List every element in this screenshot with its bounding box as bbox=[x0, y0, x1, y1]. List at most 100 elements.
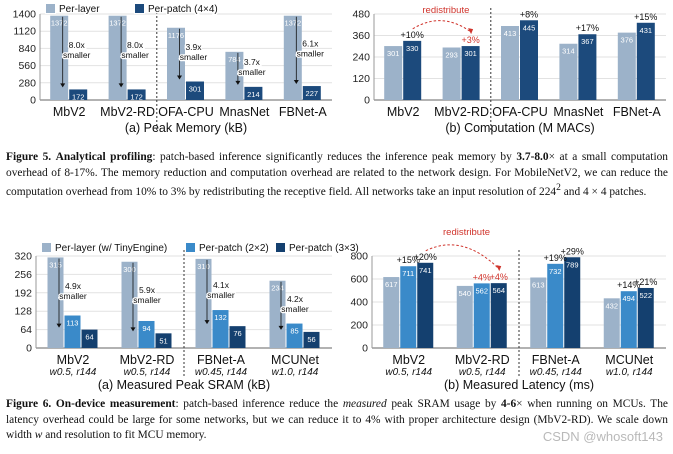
bar-fig6b-s2-c2 bbox=[564, 257, 581, 348]
bar-value-label: 522 bbox=[639, 291, 652, 300]
x-sub-label: w1.0, r144 bbox=[272, 367, 319, 378]
bar-fig5a-s1-c1 bbox=[127, 89, 146, 100]
bar-value-label: 214 bbox=[247, 90, 260, 99]
bar-fig5b-s1-c0 bbox=[403, 40, 422, 100]
y-tick-label: 128 bbox=[14, 306, 32, 318]
x-category-label: OFA-CPU bbox=[492, 105, 548, 119]
chart-title: (a) Measured Peak SRAM (kB) bbox=[98, 378, 270, 392]
reduction-note: 8.0x bbox=[69, 40, 86, 50]
fig5a-svg: 0 280 560 840 1120 1400 1372 1372 1176 784 1372 172… bbox=[13, 3, 332, 135]
reduction-note: 4.2x bbox=[287, 294, 304, 304]
y-tick-label: 320 bbox=[14, 251, 32, 263]
fig5-label: Figure 5. bbox=[6, 151, 52, 163]
bar-value-label: 711 bbox=[402, 269, 414, 278]
bar-fig5b-s0-c3 bbox=[559, 43, 578, 100]
bar-fig6b-s2-c1 bbox=[490, 283, 507, 348]
bar-value-label: 732 bbox=[549, 267, 562, 276]
bar-value-label: 227 bbox=[306, 89, 319, 98]
bar-fig6a-s2-c2 bbox=[229, 326, 246, 348]
bar-fig5a-s0-c0 bbox=[50, 15, 69, 100]
reduction-arrowhead bbox=[278, 325, 284, 330]
bar-value-label: 617 bbox=[385, 280, 398, 289]
x-sub-label: w1.0, r144 bbox=[606, 367, 653, 378]
reduction-note: 6.1x bbox=[302, 38, 319, 48]
overhead-note: +20% bbox=[414, 252, 437, 262]
x-category-label: MnasNet bbox=[553, 105, 604, 119]
overhead-note: +17% bbox=[576, 23, 599, 33]
bar-fig5a-s0-c3 bbox=[225, 51, 244, 100]
x-category-label: FBNet-A bbox=[532, 353, 581, 367]
legend-label: Per-patch (3×3) bbox=[289, 243, 359, 254]
fig5b-svg: 0 120 240 360 480 301 293 413 314 376 330 301 445 367… bbox=[352, 5, 666, 135]
fig6-heading: On-device measurement bbox=[55, 398, 176, 410]
bar-value-label: 784 bbox=[228, 55, 241, 64]
bar-fig6b-s1-c2 bbox=[547, 263, 564, 348]
reduction-note: 3.9x bbox=[185, 42, 202, 52]
figure5-caption: Figure 5. Analytical profiling: patch-ba… bbox=[6, 150, 668, 200]
fig5-range: 3.7-8.0 bbox=[516, 151, 549, 163]
bar-fig6b-s1-c1 bbox=[473, 283, 490, 348]
bar-fig5b-s1-c4 bbox=[636, 22, 655, 100]
bar-value-label: 789 bbox=[566, 260, 579, 269]
bar-value-label: 367 bbox=[581, 37, 594, 46]
x-sub-label: w0.5, r144 bbox=[124, 367, 171, 378]
x-category-label: MbV2-RD bbox=[120, 353, 175, 367]
fig5-text-2: × at a small computation overhead of 8-1… bbox=[6, 151, 668, 198]
fig6-text-4: and resolution to fit MCU memory. bbox=[42, 429, 207, 441]
y-tick-label: 280 bbox=[18, 77, 36, 89]
x-sub-label: w0.45, r144 bbox=[195, 367, 248, 378]
x-category-label: FBNet-A bbox=[613, 105, 662, 119]
fig6-text-2: peak SRAM usage by bbox=[386, 398, 501, 410]
overhead-note: +29% bbox=[561, 246, 584, 256]
fig6-label: Figure 6. bbox=[6, 398, 52, 410]
x-sub-label: w0.5, r144 bbox=[459, 367, 506, 378]
reduction-note: smaller bbox=[238, 67, 266, 77]
fig6-range: 4-6 bbox=[500, 398, 517, 410]
bar-fig6a-s2-c0 bbox=[81, 329, 98, 348]
bar-value-label: 301 bbox=[387, 49, 400, 58]
fig6a-chart: 0 64 128 192 256 320 315 300 310 234 113 94 132 85 64 5… bbox=[6, 236, 360, 393]
bar-value-label: 562 bbox=[475, 286, 488, 295]
chart-title: (b) Computation (M MACs) bbox=[445, 121, 594, 135]
reduction-arrowhead bbox=[235, 80, 241, 85]
bar-fig6b-s2-c0 bbox=[417, 262, 434, 348]
y-tick-label: 600 bbox=[350, 274, 368, 286]
x-category-label: MbV2-RD bbox=[455, 353, 510, 367]
overhead-note: +8% bbox=[520, 9, 538, 19]
legend-swatch bbox=[276, 243, 285, 252]
reduction-arrowhead bbox=[118, 83, 124, 88]
bar-fig5b-s1-c2 bbox=[520, 20, 538, 100]
y-tick-label: 400 bbox=[350, 297, 368, 309]
reduction-note: 4.1x bbox=[213, 280, 230, 290]
bar-value-label: 85 bbox=[290, 327, 298, 336]
fig6-emphasis: measured bbox=[342, 398, 387, 410]
x-category-label: FBNet-A bbox=[197, 353, 246, 367]
overhead-note: +4% bbox=[473, 272, 491, 282]
x-category-label: MnasNet bbox=[219, 105, 270, 119]
bar-fig5b-s0-c0 bbox=[384, 46, 403, 100]
overhead-note: +3% bbox=[461, 35, 479, 45]
fig6a-svg: 0 64 128 192 256 320 315 300 310 234 113 94 132 85 64 5… bbox=[14, 242, 360, 393]
bar-fig6a-s1-c1 bbox=[138, 320, 155, 348]
legend-label: Per-patch (4×4) bbox=[148, 4, 218, 15]
legend-swatch bbox=[46, 4, 55, 13]
bar-fig6b-s2-c3 bbox=[637, 287, 654, 348]
bar-value-label: 564 bbox=[492, 286, 505, 295]
bar-value-label: 76 bbox=[233, 329, 241, 338]
bar-value-label: 64 bbox=[85, 333, 93, 342]
fig5-text-3: and 4 × 4 patches. bbox=[560, 185, 647, 198]
x-category-label: MbV2-RD bbox=[434, 105, 489, 119]
bar-value-label: 1176 bbox=[168, 31, 184, 40]
bar-value-label: 234 bbox=[271, 284, 284, 293]
x-sub-label: w0.45, r144 bbox=[530, 367, 583, 378]
redistribute-arrowhead bbox=[496, 265, 502, 272]
bar-fig5a-s1-c3 bbox=[244, 86, 263, 100]
fig5-text-1: : patch-based inference significantly re… bbox=[152, 151, 517, 163]
legend-swatch bbox=[186, 243, 195, 252]
y-tick-label: 480 bbox=[352, 9, 370, 21]
bar-value-label: 293 bbox=[445, 51, 458, 60]
bar-value-label: 132 bbox=[214, 313, 227, 322]
reduction-note: smaller bbox=[133, 295, 161, 305]
bar-fig6a-s0-c3 bbox=[269, 280, 286, 348]
bar-value-label: 113 bbox=[67, 319, 79, 328]
